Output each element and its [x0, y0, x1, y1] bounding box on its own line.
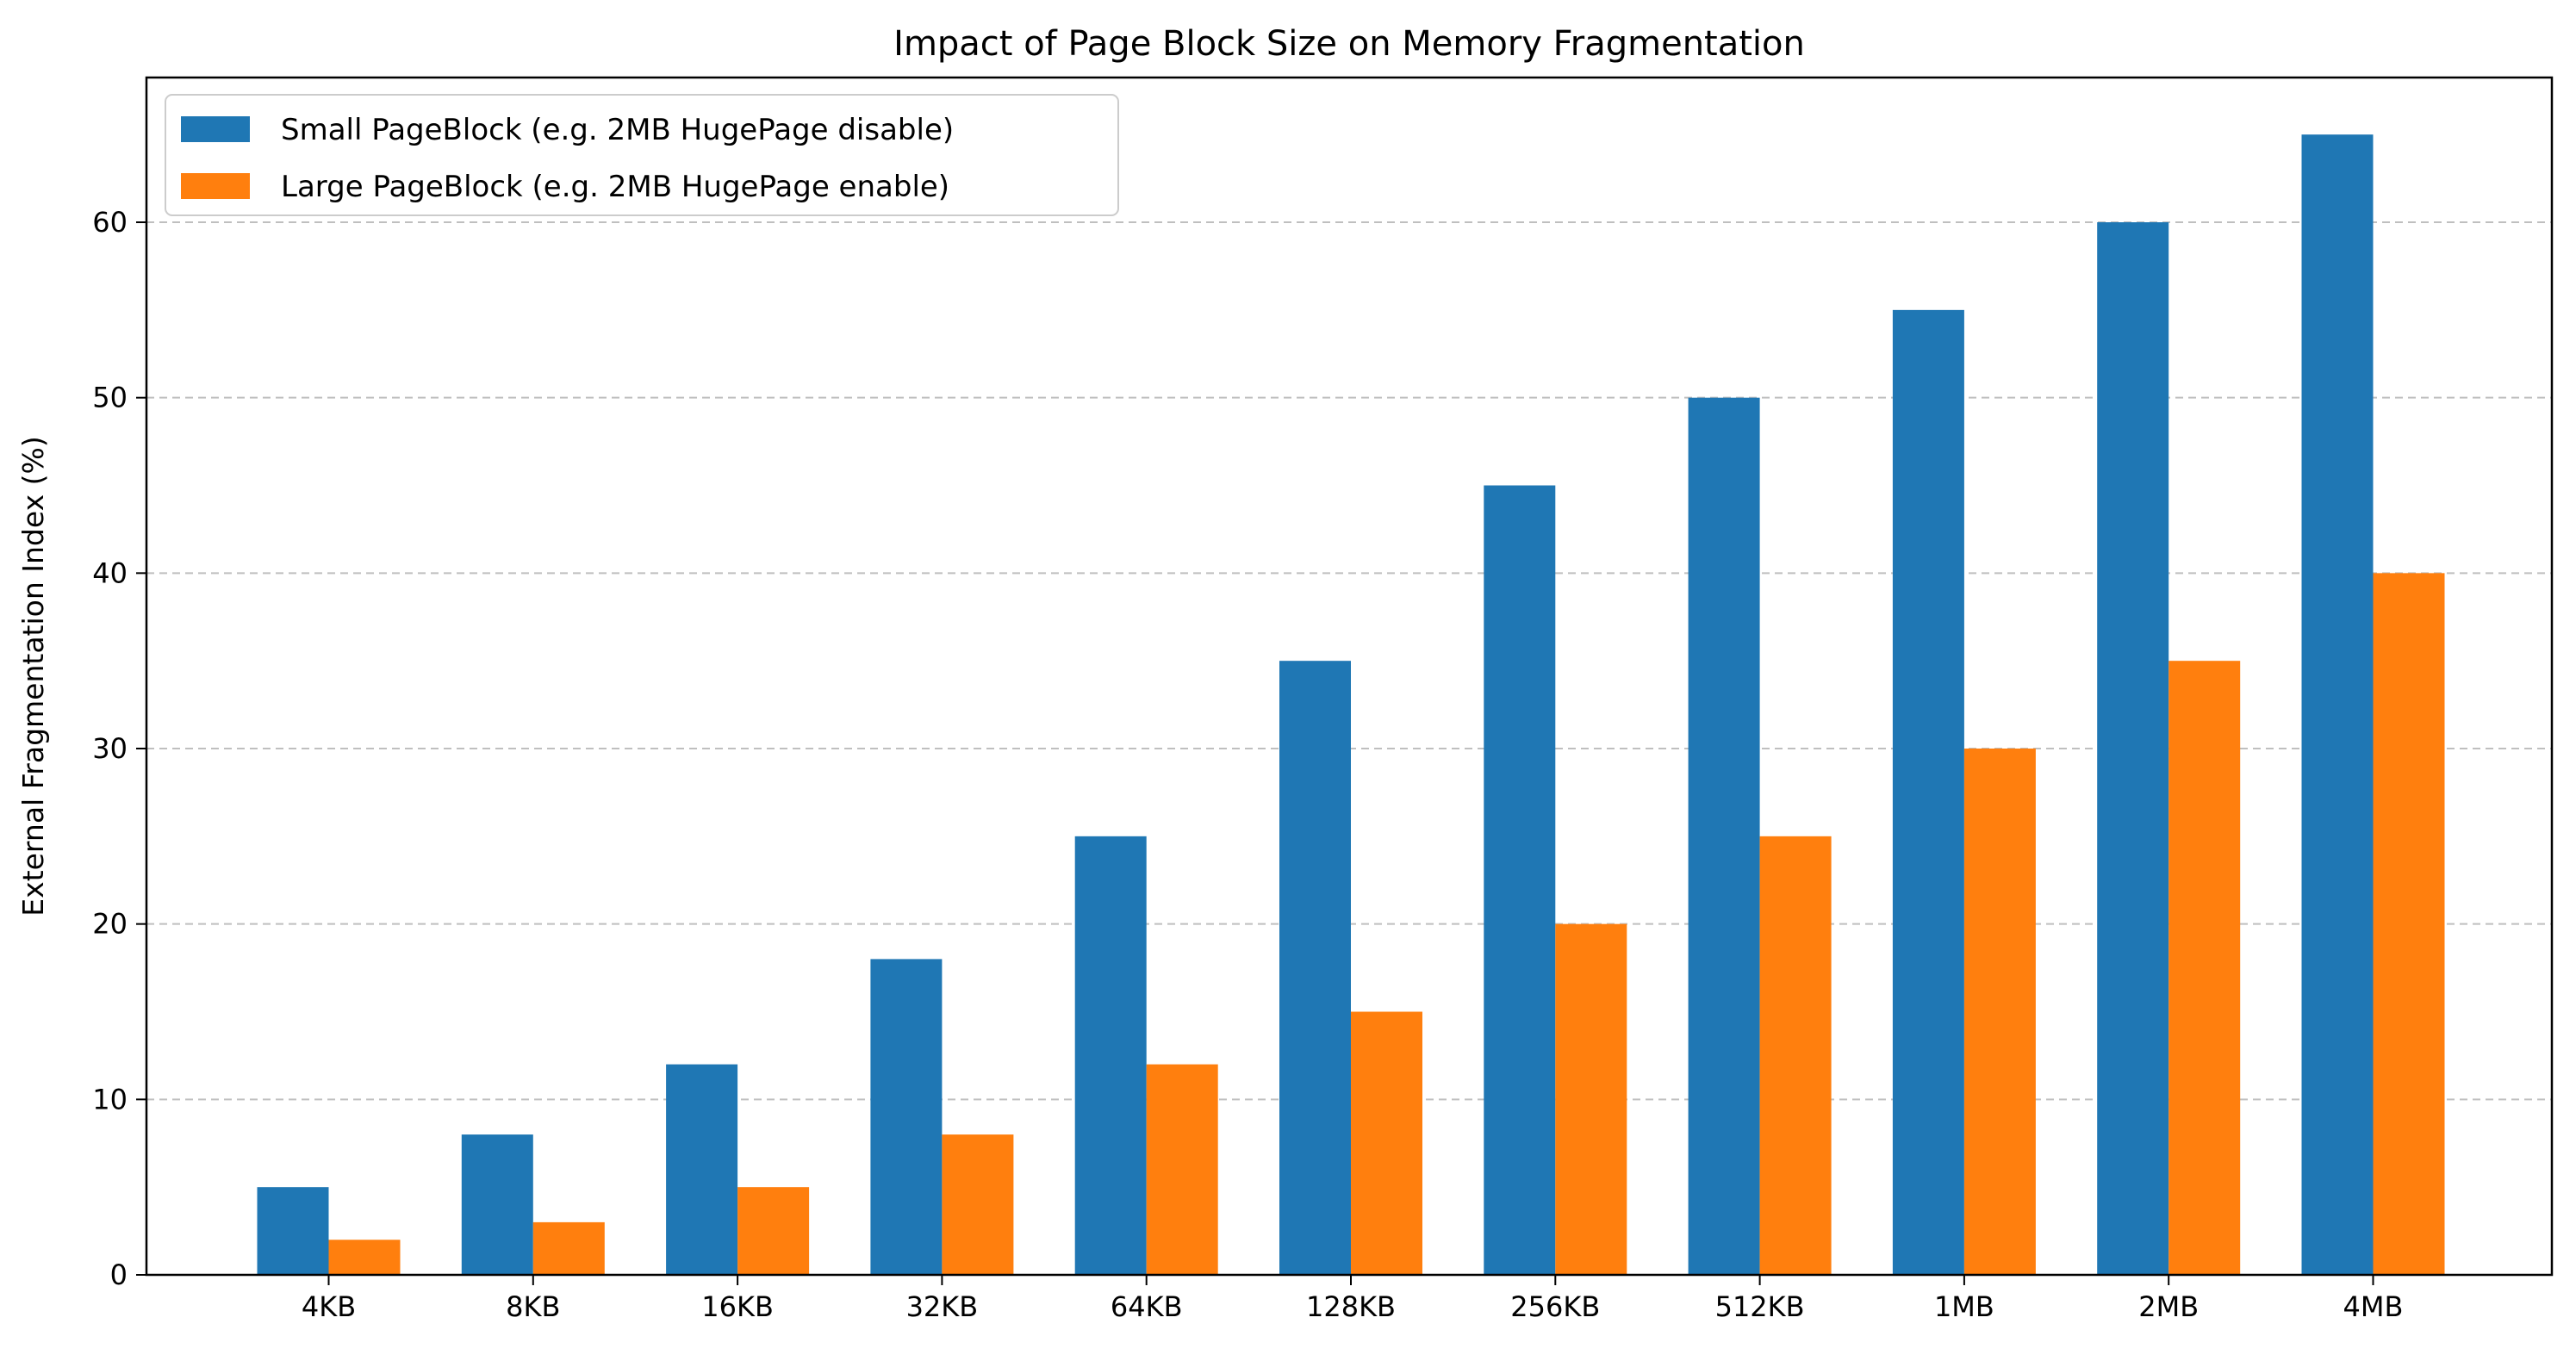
y-tick-label: 30	[92, 732, 128, 765]
x-tick-label: 128KB	[1306, 1290, 1396, 1323]
bar-large-pageblock	[2373, 573, 2445, 1275]
bar-large-pageblock	[737, 1187, 810, 1275]
x-tick-label: 512KB	[1715, 1290, 1805, 1323]
legend-swatch	[181, 173, 250, 199]
bar-large-pageblock	[1759, 836, 1832, 1275]
x-tick-label: 32KB	[906, 1290, 979, 1323]
x-tick-label: 4KB	[302, 1290, 356, 1323]
bar-large-pageblock	[1351, 1011, 1422, 1275]
bars	[257, 134, 2445, 1276]
x-tick-label: 8KB	[506, 1290, 560, 1323]
bar-large-pageblock	[1963, 749, 2036, 1275]
y-tick-label: 0	[110, 1258, 128, 1291]
y-tick-label: 60	[92, 206, 128, 239]
bar-small-pageblock	[257, 1187, 329, 1275]
bar-large-pageblock	[2168, 661, 2241, 1275]
bar-small-pageblock	[1484, 485, 1556, 1275]
bar-small-pageblock	[1279, 661, 1351, 1275]
bar-small-pageblock	[461, 1134, 533, 1275]
y-tick-label: 50	[92, 382, 128, 414]
x-tick-label: 256KB	[1510, 1290, 1600, 1323]
bar-small-pageblock	[2097, 222, 2169, 1275]
bar-small-pageblock	[870, 959, 943, 1275]
x-tick-label: 1MB	[1934, 1290, 1994, 1323]
y-axis-title: External Fragmentation Index (%)	[16, 436, 50, 916]
axis-ticks: 0 10 20 30 40 50 60 4KB 8KB 16KB 32KB 64KB 128KB 256K…	[92, 206, 2403, 1323]
bar-small-pageblock	[1074, 836, 1147, 1275]
x-tick-label: 4MB	[2343, 1290, 2404, 1323]
bar-small-pageblock	[666, 1064, 738, 1275]
bar-small-pageblock	[2301, 134, 2374, 1276]
bar-small-pageblock	[1688, 397, 1760, 1276]
plot-frame	[145, 76, 2554, 1277]
legend: Small PageBlock (e.g. 2MB HugePage disab…	[165, 94, 1119, 216]
bar-large-pageblock	[328, 1240, 401, 1275]
bar-large-pageblock	[942, 1134, 1014, 1275]
bar-large-pageblock	[532, 1221, 605, 1275]
x-tick-label: 64KB	[1111, 1290, 1183, 1323]
bar-small-pageblock	[1892, 309, 1964, 1275]
y-tick-label: 40	[92, 556, 128, 589]
x-tick-label: 16KB	[701, 1290, 774, 1323]
x-tick-label: 2MB	[2138, 1290, 2199, 1323]
legend-frame	[165, 94, 1119, 216]
y-tick-label: 10	[92, 1083, 128, 1116]
chart-title: Impact of Page Block Size on Memory Frag…	[893, 24, 1805, 64]
legend-label: Large PageBlock (e.g. 2MB HugePage enabl…	[281, 170, 949, 204]
bar-large-pageblock	[1146, 1064, 1218, 1275]
y-tick-label: 20	[92, 908, 128, 941]
legend-swatch	[181, 116, 250, 142]
legend-label: Small PageBlock (e.g. 2MB HugePage disab…	[281, 113, 954, 147]
bar-large-pageblock	[1555, 923, 1627, 1275]
